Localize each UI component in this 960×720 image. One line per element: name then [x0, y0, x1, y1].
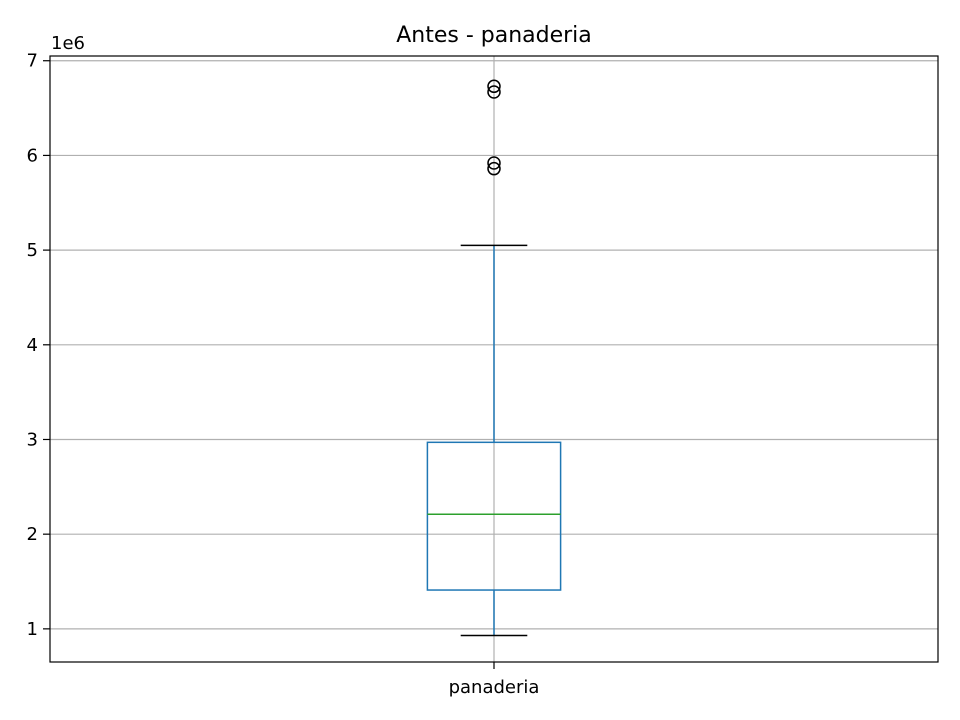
y-tick-label: 7 — [27, 51, 38, 72]
iqr-box — [426, 441, 562, 591]
outlier-point — [487, 79, 501, 94]
plot-area — [426, 79, 562, 637]
chart-title: Antes - panaderia — [396, 23, 592, 48]
outlier-point — [487, 85, 501, 99]
y-tick-label: 2 — [27, 524, 38, 545]
y-tick-label: 4 — [27, 335, 38, 356]
axes-frame — [49, 55, 939, 663]
outlier-point — [487, 156, 501, 170]
x-tick-label: panaderia — [449, 677, 540, 698]
y-tick-label: 1 — [27, 619, 38, 640]
y-tick-label: 3 — [27, 429, 38, 450]
axes: panaderia 1 2 3 4 5 6 7 — [27, 51, 540, 698]
y-tick-label: 6 — [27, 145, 38, 166]
y-axis-offset-label: 1e6 — [51, 33, 85, 54]
y-tick-label: 5 — [27, 240, 38, 261]
outlier-point — [487, 161, 501, 176]
